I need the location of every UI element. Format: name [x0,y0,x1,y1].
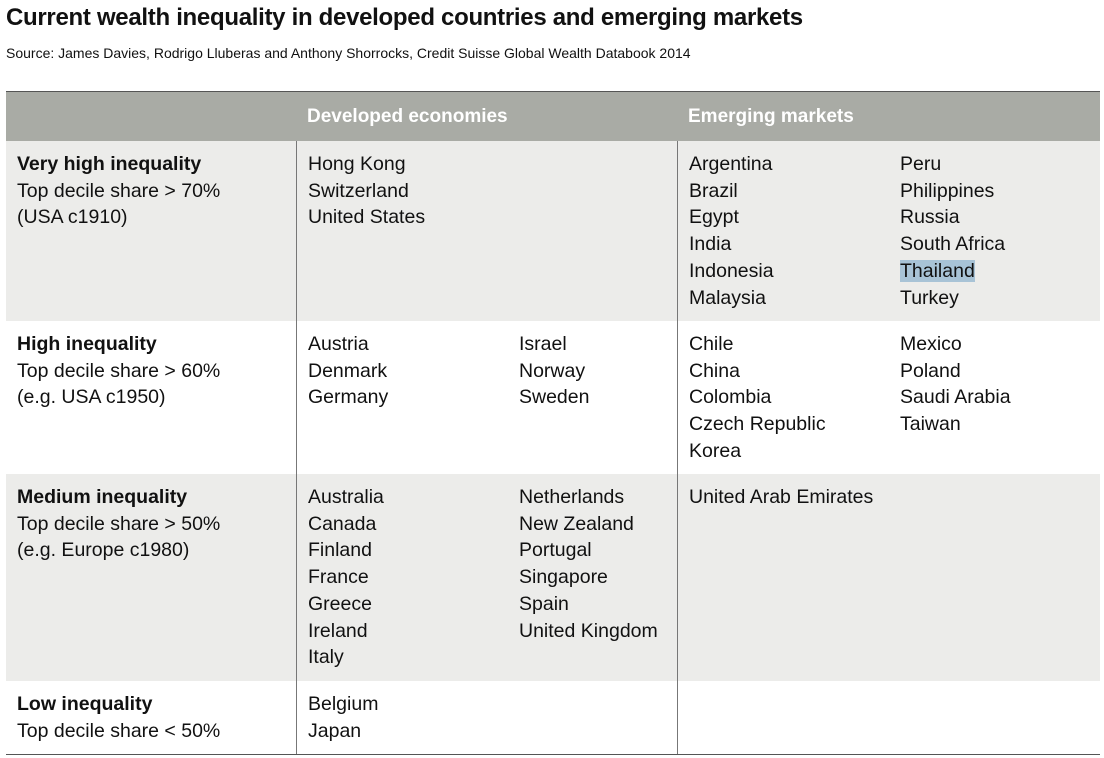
table-bottom-rule [6,754,1100,755]
emerging-cell: United Arab Emirates [677,474,1100,681]
example-label: (USA c1910) [17,206,128,229]
share-label: Top decile share < 50% [17,719,221,742]
country-item: Singapore [519,566,608,589]
table-header: Developed economies Emerging markets [6,91,1100,141]
country-item: Mexico [900,333,962,355]
country-item: Egypt [689,206,739,229]
country-item: Taiwan [900,413,961,436]
country-item: China [689,359,740,382]
country-item: New Zealand [519,512,634,535]
country-item-highlighted: Thailand [900,258,1005,285]
emerging-list-1: United Arab Emirates [689,484,873,511]
table-row-medium: Medium inequality Top decile share > 50%… [6,474,1100,681]
country-item: Canada [308,512,377,535]
emerging-list-2: Peru Philippines Russia South Africa Tha… [900,151,1005,311]
share-label: Top decile share > 50% [17,512,221,535]
country-item: India [689,233,732,256]
country-item: United Arab Emirates [689,486,874,508]
country-item: Japan [308,719,362,742]
category-cell: Low inequality Top decile share < 50% [6,681,296,754]
country-item: Finland [308,539,372,562]
share-label: Top decile share > 60% [17,359,221,382]
example-label: (e.g. Europe c1980) [17,539,190,562]
header-developed-economies: Developed economies [307,106,508,127]
country-item: Norway [519,359,586,382]
table-row-low: Low inequality Top decile share < 50% Be… [6,681,1100,754]
country-item: Brazil [689,179,738,202]
country-item: Indonesia [689,259,774,282]
country-item: Hong Kong [308,153,406,175]
developed-list-1: Australia Canada Finland France Greece I… [308,484,384,671]
country-item: Turkey [900,286,959,309]
country-item: Belgium [308,693,379,715]
country-item: Peru [900,153,942,175]
category-cell: Medium inequality Top decile share > 50%… [6,474,296,681]
country-item: Argentina [689,153,773,175]
country-item: Australia [308,486,384,508]
emerging-cell: Chile China Colombia Czech Republic Kore… [677,321,1100,474]
country-item: Czech Republic [689,413,826,436]
country-item: Ireland [308,619,368,642]
share-label: Top decile share > 70% [17,179,221,202]
country-item: Greece [308,592,372,615]
country-item: Poland [900,359,961,382]
emerging-cell [677,681,1100,754]
source-note: Source: James Davies, Rodrigo Lluberas a… [6,45,691,61]
header-emerging-markets: Emerging markets [688,106,854,127]
country-item: Austria [308,333,369,355]
country-item: Switzerland [308,179,409,202]
country-item: Saudi Arabia [900,386,1011,409]
emerging-list-1: Chile China Colombia Czech Republic Kore… [689,331,826,465]
example-label: (e.g. USA c1950) [17,386,166,409]
country-item: Italy [308,646,344,669]
developed-list-2: Netherlands New Zealand Portugal Singapo… [519,484,658,644]
emerging-list-1: Argentina Brazil Egypt India Indonesia M… [689,151,774,311]
developed-list-1: Austria Denmark Germany [308,331,388,411]
country-item: South Africa [900,233,1006,256]
country-item: Netherlands [519,486,625,508]
country-item: Denmark [308,359,388,382]
table-row-very-high: Very high inequality Top decile share > … [6,141,1100,321]
country-item: Philippines [900,179,995,202]
table-row-high: High inequality Top decile share > 60% (… [6,321,1100,474]
country-item: Spain [519,592,569,615]
inequality-table: Developed economies Emerging markets Ver… [6,91,1100,755]
category-label: Low inequality [17,693,153,715]
country-item: Chile [689,333,734,355]
country-item: Korea [689,439,742,462]
developed-cell: Austria Denmark Germany Israel Norway Sw… [296,321,677,474]
country-item: Malaysia [689,286,766,309]
country-item: Sweden [519,386,590,409]
developed-cell: Australia Canada Finland France Greece I… [296,474,677,681]
country-item: Israel [519,333,567,355]
country-item: France [308,566,369,589]
developed-cell: Belgium Japan [296,681,677,754]
category-label: High inequality [17,333,157,355]
category-cell: Very high inequality Top decile share > … [6,141,296,321]
emerging-list-2: Mexico Poland Saudi Arabia Taiwan [900,331,1011,438]
emerging-cell: Argentina Brazil Egypt India Indonesia M… [677,141,1100,321]
country-item: Germany [308,386,389,409]
page-title: Current wealth inequality in developed c… [6,4,803,31]
developed-list-1: Hong Kong Switzerland United States [308,151,425,231]
developed-list-1: Belgium Japan [308,691,378,744]
country-item: Colombia [689,386,772,409]
country-item: United States [308,206,426,229]
category-label: Very high inequality [17,153,202,175]
country-item: Russia [900,206,960,229]
developed-cell: Hong Kong Switzerland United States [296,141,677,321]
text-highlight: Thailand [900,259,975,282]
category-cell: High inequality Top decile share > 60% (… [6,321,296,474]
developed-list-2: Israel Norway Sweden [519,331,589,411]
category-label: Medium inequality [17,486,188,508]
country-item: Portugal [519,539,592,562]
country-item: United Kingdom [519,619,658,642]
